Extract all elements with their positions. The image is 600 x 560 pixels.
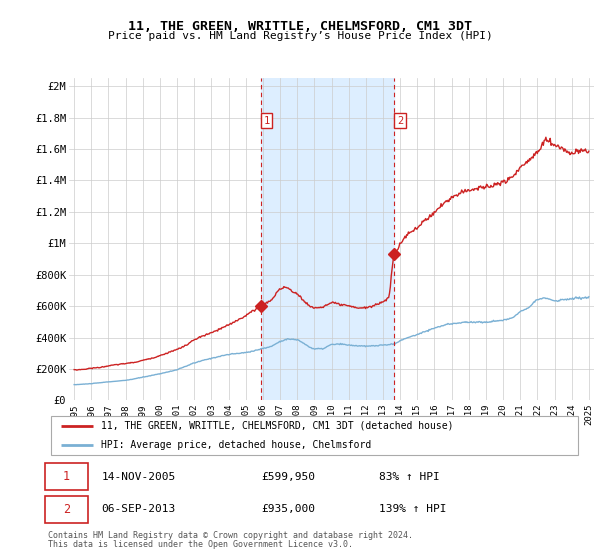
Bar [261,78,394,400]
Text: £935,000: £935,000 [262,505,316,515]
Text: HPI: Average price, detached house, Chelmsford: HPI: Average price, detached house, Chel… [101,440,371,450]
Text: 11, THE GREEN, WRITTLE, CHELMSFORD, CM1 3DT: 11, THE GREEN, WRITTLE, CHELMSFORD, CM1 … [128,20,472,32]
Text: 2: 2 [63,503,70,516]
FancyBboxPatch shape [46,496,88,523]
Text: £599,950: £599,950 [262,472,316,482]
Text: Contains HM Land Registry data © Crown copyright and database right 2024.: Contains HM Land Registry data © Crown c… [48,531,413,540]
Text: 06-SEP-2013: 06-SEP-2013 [101,505,176,515]
Text: 2: 2 [397,116,403,126]
FancyBboxPatch shape [50,416,578,455]
Text: 83% ↑ HPI: 83% ↑ HPI [379,472,440,482]
Text: 1: 1 [63,470,70,483]
FancyBboxPatch shape [46,463,88,490]
Text: This data is licensed under the Open Government Licence v3.0.: This data is licensed under the Open Gov… [48,540,353,549]
Text: 139% ↑ HPI: 139% ↑ HPI [379,505,446,515]
Text: 14-NOV-2005: 14-NOV-2005 [101,472,176,482]
Text: 11, THE GREEN, WRITTLE, CHELMSFORD, CM1 3DT (detached house): 11, THE GREEN, WRITTLE, CHELMSFORD, CM1 … [101,421,454,431]
Text: Price paid vs. HM Land Registry’s House Price Index (HPI): Price paid vs. HM Land Registry’s House … [107,31,493,41]
Text: 1: 1 [263,116,269,126]
